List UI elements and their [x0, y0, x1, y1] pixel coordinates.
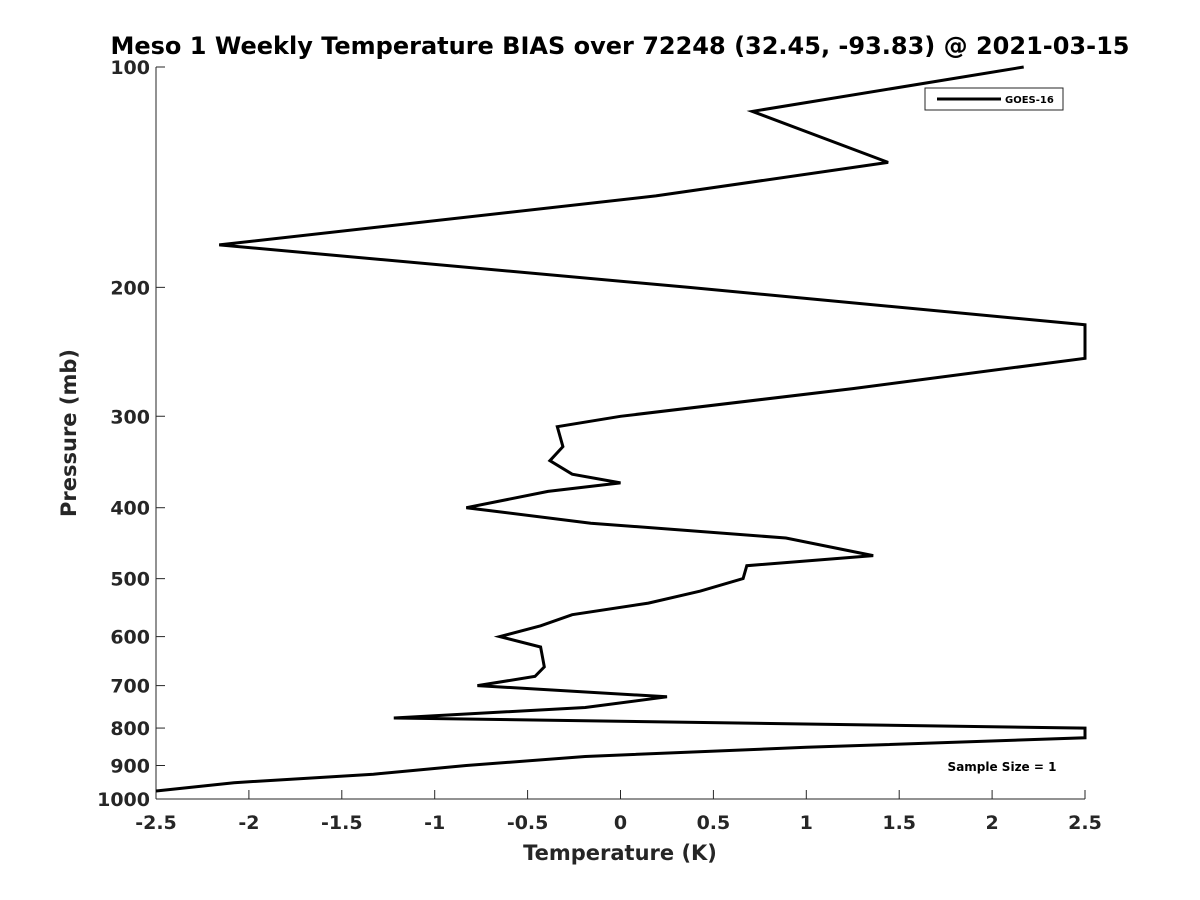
chart-title: Meso 1 Weekly Temperature BIAS over 7224… [110, 32, 1129, 60]
x-tick-label: 1 [800, 812, 813, 834]
x-tick-label: -2 [238, 812, 259, 834]
y-tick-label: 400 [110, 498, 150, 520]
y-tick-label: 900 [110, 756, 150, 778]
y-tick-label: 100 [110, 57, 150, 79]
x-tick-label: 2 [985, 812, 998, 834]
x-axis-label: Temperature (K) [523, 841, 717, 865]
x-tick-label: 1.5 [882, 812, 916, 834]
y-axis-label: Pressure (mb) [57, 349, 81, 517]
y-tick-label: 500 [110, 569, 150, 591]
x-tick-label: -1.5 [321, 812, 363, 834]
series-line-goes-16 [155, 65, 1087, 793]
y-ticks: 100 200 300 400 500 600 700 800 900 1000 [97, 57, 165, 811]
y-tick-label: 1000 [97, 789, 150, 811]
sample-size-annotation: Sample Size = 1 [948, 760, 1057, 774]
x-ticks: -2.5 -2 -1.5 -1 -0.5 0 0.5 1 1.5 2 2.5 [135, 790, 1102, 834]
y-tick-label: 300 [110, 406, 150, 428]
x-tick-label: -2.5 [135, 812, 177, 834]
x-tick-label: 0.5 [697, 812, 731, 834]
legend: GOES-16 [924, 87, 1064, 111]
y-tick-label: 200 [110, 277, 150, 299]
y-tick-label: 800 [110, 718, 150, 740]
y-tick-label: 600 [110, 627, 150, 649]
x-tick-label: 0 [614, 812, 627, 834]
x-tick-label: 2.5 [1068, 812, 1102, 834]
x-tick-label: -0.5 [507, 812, 549, 834]
x-tick-label: -1 [424, 812, 445, 834]
y-tick-label: 700 [110, 676, 150, 698]
legend-label: GOES-16 [1005, 95, 1054, 106]
plot-area [156, 67, 1085, 799]
